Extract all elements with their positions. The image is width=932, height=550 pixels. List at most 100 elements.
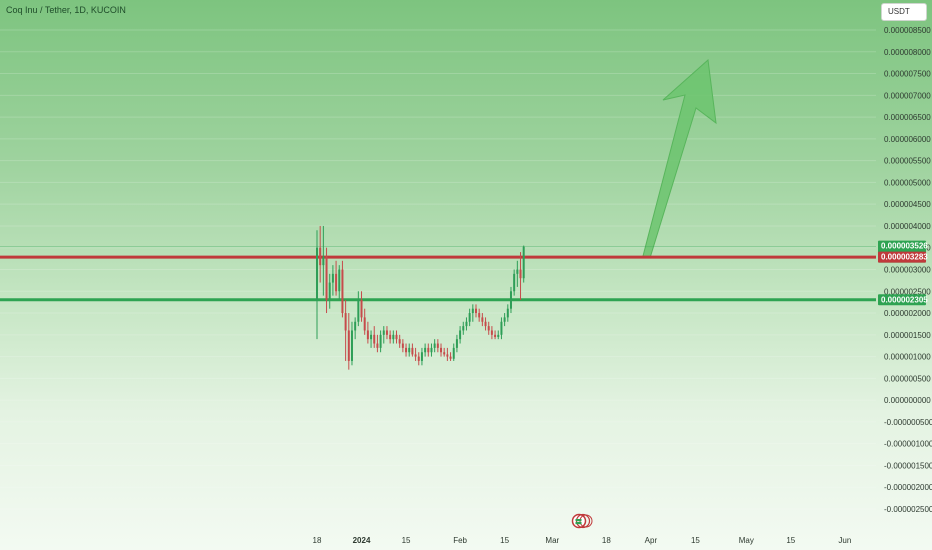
candle-body [468, 313, 471, 322]
candle-body [319, 247, 322, 266]
candle-body [366, 330, 369, 340]
currency-button[interactable]: USDT [881, 3, 927, 21]
time-tick-label: Apr [645, 536, 658, 545]
candle-body [328, 282, 331, 300]
price-tags: 0.00000352618:15:220.0000032830.00000230… [878, 240, 928, 306]
time-tick-label: Mar [545, 536, 559, 545]
projection-arrow-shape [642, 58, 717, 259]
candle-body [500, 321, 503, 335]
tradingview-logo-icon[interactable] [571, 513, 593, 529]
price-tick-label: 0.000001500 [884, 331, 931, 340]
candle-body [417, 356, 420, 361]
candle-body [316, 247, 318, 300]
time-tick-label: 15 [786, 536, 795, 545]
candle-body [373, 334, 376, 344]
candle-body [338, 269, 341, 292]
price-tick-label: 0.000006500 [884, 113, 931, 122]
candle-body [481, 317, 484, 322]
candle-body [522, 246, 525, 279]
price-tick-label: -0.000001500 [884, 461, 932, 470]
chart-title: Coq Inu / Tether, 1D, KUCOIN [6, 5, 126, 15]
price-tick-label: 0.000003000 [884, 266, 931, 275]
price-tick-label: -0.000002500 [884, 505, 932, 514]
price-tag-box [878, 251, 926, 263]
candle-body [487, 326, 490, 331]
candle-body [350, 330, 353, 361]
candle-body [408, 347, 411, 353]
candle-body [389, 334, 392, 340]
time-tick-label: 15 [402, 536, 411, 545]
price-tick-label: 0.000007500 [884, 70, 931, 79]
candle-body [401, 343, 404, 348]
candle-body [398, 339, 401, 344]
candle-body [354, 321, 357, 331]
price-tick-label: 0.000007000 [884, 91, 931, 100]
price-tick-label: -0.000000500 [884, 418, 932, 427]
candle-body [513, 273, 516, 292]
candle-body [455, 339, 458, 348]
candle-body [503, 317, 506, 322]
candle-body [440, 347, 443, 353]
candle-body [497, 334, 500, 337]
candle-body [347, 330, 350, 361]
price-tick-label: 0.000005500 [884, 157, 931, 166]
time-tick-label: Jun [838, 536, 851, 545]
candle-body [392, 334, 395, 340]
candle-body [436, 343, 439, 348]
candle-body [395, 334, 398, 340]
candle-body [357, 299, 360, 322]
time-tick-label: 15 [500, 536, 509, 545]
price-tick-label: 0.000006000 [884, 135, 931, 144]
time-tick-label: 18 [313, 536, 322, 545]
price-axis: 0.000008500 0.000008000 0.000007500 0.00000… [884, 26, 932, 514]
candle-body [452, 347, 455, 359]
candle-body [430, 347, 433, 353]
price-tick-label: -0.000001000 [884, 440, 932, 449]
price-tick-label: 0.000000500 [884, 374, 931, 383]
time-tick-label: 18 [602, 536, 611, 545]
candle-body [379, 334, 382, 348]
time-tick-label: 15 [691, 536, 700, 545]
candle-body [344, 313, 347, 331]
candle-body [322, 256, 325, 266]
candle-body [506, 308, 509, 318]
price-tick-label: 0.000002000 [884, 309, 931, 318]
candle-body [494, 334, 497, 337]
candle-body [405, 347, 408, 353]
candle-body [443, 352, 446, 355]
candle-body [478, 313, 481, 318]
price-tag-box [878, 294, 926, 306]
candle-body [519, 269, 522, 279]
candle-body [360, 299, 363, 318]
candle-body [449, 356, 452, 359]
time-axis: 18 2024 15 Feb 15 Mar 18 Apr 15 May 15 Jun [313, 536, 852, 545]
grid-layer [0, 29, 876, 510]
time-tick-label: 2024 [353, 536, 371, 545]
candle-body [376, 343, 379, 348]
price-tick-label: 0.000004500 [884, 200, 931, 209]
candle-body [427, 347, 430, 353]
candles [316, 225, 525, 370]
candle-body [420, 352, 423, 361]
price-tag-label: 0.000003283 [881, 253, 928, 262]
candle-body [459, 330, 462, 340]
candle-body [509, 291, 512, 309]
price-tag-label: 0.000003526 [881, 242, 928, 251]
candle-body [331, 273, 334, 283]
price-tick-label: 0.000008500 [884, 26, 931, 35]
horizontal-lines [0, 246, 876, 302]
time-tick-label: Feb [453, 536, 467, 545]
price-tick-label: 0.000000000 [884, 396, 931, 405]
candle-body [370, 334, 373, 340]
time-tick-label: May [739, 536, 754, 545]
candle-body [446, 354, 449, 357]
price-tick-label: -0.000002000 [884, 483, 932, 492]
projection-arrow [642, 58, 717, 259]
candle-body [465, 321, 468, 327]
candle-body [335, 273, 338, 292]
candle-body [411, 347, 414, 355]
candle-body [341, 269, 344, 314]
candle-body [433, 343, 436, 348]
